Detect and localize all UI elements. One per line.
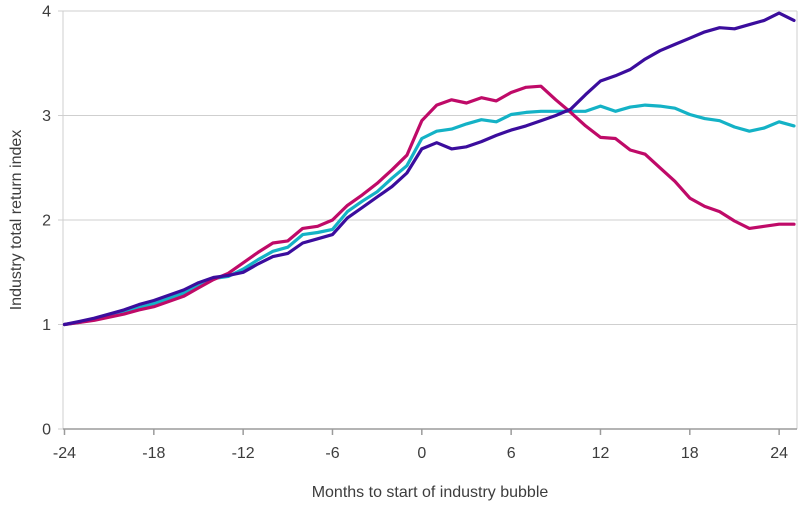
y-tick-label-2: 2	[42, 213, 51, 230]
dark-blue-line	[62, 11, 796, 327]
y-tick-label-0: 0	[42, 422, 51, 439]
x-tick-label-12: 12	[592, 445, 610, 462]
y-axis-title: Industry total return index	[8, 130, 25, 311]
x-tick-label--24: -24	[53, 445, 76, 462]
x-tick-label-6: 6	[507, 445, 516, 462]
x-axis-title: Months to start of industry bubble	[312, 484, 549, 501]
y-tick-label-4: 4	[42, 4, 51, 21]
data-series	[62, 11, 796, 327]
x-tick-label--6: -6	[325, 445, 339, 462]
magenta-line	[62, 84, 796, 327]
x-tick-label-24: 24	[770, 445, 788, 462]
x-tick-label-0: 0	[417, 445, 426, 462]
x-tick-label--12: -12	[232, 445, 255, 462]
x-tick-label--18: -18	[142, 445, 165, 462]
x-tick-label-18: 18	[681, 445, 699, 462]
y-tick-label-1: 1	[42, 317, 51, 334]
axes	[58, 10, 798, 435]
gridlines	[63, 115, 797, 325]
cyan-line	[62, 103, 796, 327]
y-tick-label-3: 3	[42, 108, 51, 125]
